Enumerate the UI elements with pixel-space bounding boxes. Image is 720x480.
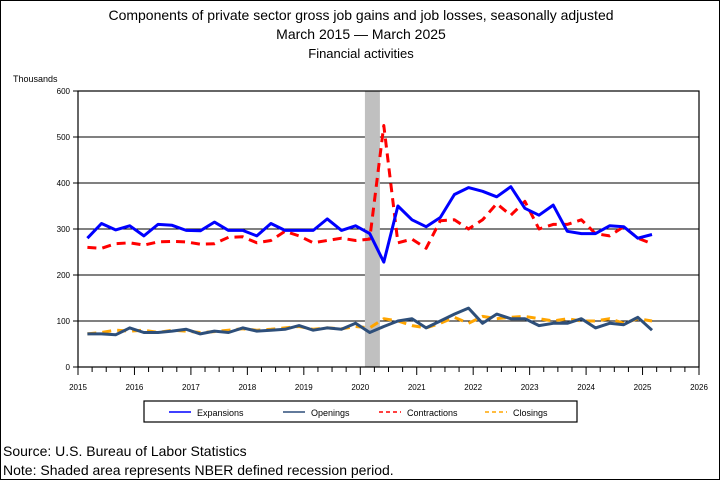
x-tick-label: 2025 (634, 383, 652, 392)
x-tick-label: 2024 (577, 383, 595, 392)
y-tick-label: 100 (57, 317, 71, 326)
chart-subtitle-2: Financial activities (308, 46, 414, 61)
legend-label-contractions: Contractions (407, 408, 458, 418)
x-tick-label: 2022 (464, 383, 482, 392)
x-tick-label: 2015 (69, 383, 87, 392)
series-line-expansions (86, 185, 653, 264)
y-tick-label: 500 (57, 133, 71, 142)
legend-box (143, 400, 578, 423)
series-line-openings (87, 306, 654, 337)
x-tick-label: 2017 (182, 383, 200, 392)
y-tick-label: 600 (57, 87, 71, 96)
x-tick-label: 2020 (351, 383, 369, 392)
y-tick-label: 300 (57, 225, 71, 234)
legend-label-closings: Closings (513, 408, 548, 418)
recession-note: Note: Shaded area represents NBER define… (3, 462, 394, 478)
legend-label-expansions: Expansions (197, 408, 244, 418)
series-line-contractions (87, 124, 653, 250)
y-axis-label: Thousands (13, 74, 58, 84)
legend-label-openings: Openings (311, 408, 350, 418)
source-note: Source: U.S. Bureau of Labor Statistics (3, 443, 247, 459)
x-tick-label: 2018 (238, 383, 256, 392)
y-tick-label: 200 (57, 271, 71, 280)
x-tick-label: 2026 (690, 383, 708, 392)
x-tick-label: 2016 (126, 383, 144, 392)
y-tick-label: 0 (66, 363, 71, 372)
x-tick-label: 2019 (295, 383, 313, 392)
x-tick-label: 2023 (521, 383, 539, 392)
legend: Expansions Openings Contractions Closings (143, 400, 578, 423)
x-tick-label: 2021 (408, 383, 426, 392)
y-tick-label: 400 (57, 179, 71, 188)
chart-title: Components of private sector gross job g… (108, 7, 613, 23)
chart-subtitle: March 2015 — March 2025 (276, 26, 446, 42)
